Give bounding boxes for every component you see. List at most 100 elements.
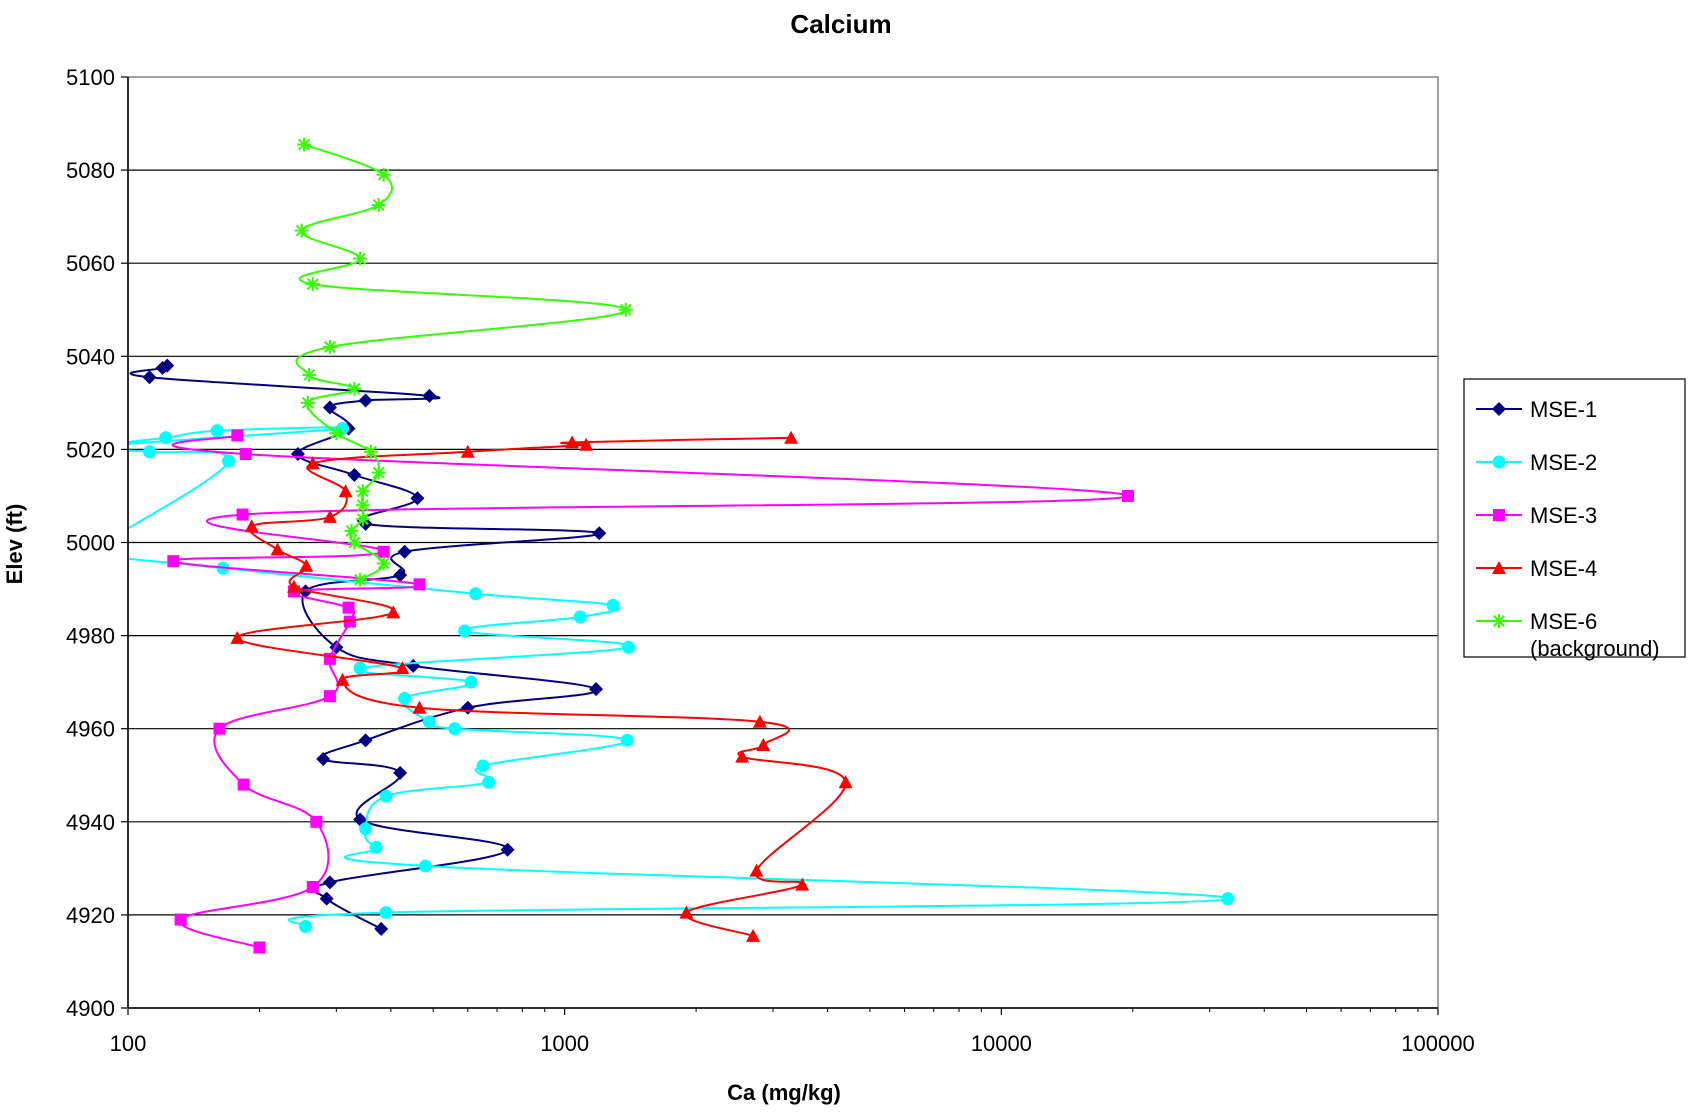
data-point-mse-6 bbox=[297, 137, 312, 152]
data-point-mse-1 bbox=[322, 400, 337, 415]
data-point-mse-1 bbox=[410, 491, 425, 506]
series-mse-2 bbox=[114, 421, 1235, 934]
x-tick-label: 100 bbox=[110, 1031, 147, 1056]
data-point-mse-4 bbox=[287, 579, 302, 593]
data-point-mse-1 bbox=[298, 584, 313, 599]
x-axis-title: Ca (mg/kg) bbox=[727, 1080, 841, 1105]
y-tick-label: 4940 bbox=[66, 810, 115, 835]
data-point-mse-4 bbox=[784, 430, 799, 444]
data-point-mse-4 bbox=[412, 700, 427, 714]
gridlines bbox=[128, 169, 1438, 916]
data-point-mse-6 bbox=[344, 523, 359, 538]
data-point-mse-1 bbox=[393, 568, 408, 583]
data-point-mse-4 bbox=[735, 749, 750, 763]
star-stroke bbox=[345, 524, 358, 537]
data-point-mse-6 bbox=[355, 512, 370, 527]
y-tick-label: 5100 bbox=[66, 65, 115, 90]
data-point-mse-1 bbox=[347, 468, 362, 483]
data-point-mse-3 bbox=[239, 448, 252, 461]
legend-label-line: MSE-4 bbox=[1530, 556, 1597, 581]
data-point-mse-3 bbox=[213, 722, 226, 735]
data-point-mse-2 bbox=[210, 424, 224, 438]
data-point-mse-3 bbox=[253, 941, 266, 954]
data-point-mse-4 bbox=[322, 509, 337, 523]
series-layer bbox=[114, 137, 1235, 954]
data-point-mse-4 bbox=[752, 714, 767, 728]
chart-title: Calcium bbox=[790, 9, 891, 39]
data-point-mse-3 bbox=[174, 913, 187, 926]
data-point-mse-2 bbox=[142, 445, 156, 459]
data-point-mse-1 bbox=[316, 751, 331, 766]
x-tick-label: 10000 bbox=[971, 1031, 1032, 1056]
legend-marker-mse-1 bbox=[1492, 402, 1506, 416]
y-tick-label: 5080 bbox=[66, 158, 115, 183]
plot-frame bbox=[121, 76, 1439, 1015]
data-point-mse-1 bbox=[319, 891, 334, 906]
data-point-mse-2 bbox=[222, 454, 236, 468]
data-point-mse-1 bbox=[358, 393, 373, 408]
data-point-mse-2 bbox=[573, 610, 587, 624]
star-stroke bbox=[354, 573, 367, 586]
legend-marker-mse-4 bbox=[1492, 561, 1506, 574]
star-stroke bbox=[348, 536, 361, 549]
data-point-mse-6 bbox=[363, 444, 378, 459]
data-point-mse-6 bbox=[355, 484, 370, 499]
data-point-mse-6 bbox=[353, 572, 368, 587]
data-point-mse-1 bbox=[406, 658, 421, 673]
data-point-mse-3 bbox=[236, 508, 249, 521]
star-stroke bbox=[372, 466, 385, 479]
star-stroke bbox=[330, 427, 343, 440]
star-stroke bbox=[323, 341, 336, 353]
data-point-mse-2 bbox=[1221, 892, 1235, 906]
star-stroke bbox=[377, 168, 390, 181]
data-point-mse-2 bbox=[114, 527, 127, 540]
x-tick-label: 1000 bbox=[540, 1031, 589, 1056]
data-point-mse-4 bbox=[230, 630, 245, 644]
legend-label-line: MSE-1 bbox=[1530, 397, 1597, 422]
star-stroke bbox=[301, 396, 314, 409]
data-point-mse-6 bbox=[371, 198, 386, 213]
data-point-mse-6 bbox=[300, 395, 315, 410]
data-point-mse-4 bbox=[746, 928, 761, 942]
data-point-mse-2 bbox=[398, 691, 412, 705]
y-tick-label: 5020 bbox=[66, 437, 115, 462]
data-point-mse-6 bbox=[376, 167, 391, 182]
data-point-mse-6 bbox=[376, 556, 391, 571]
data-point-mse-2 bbox=[379, 789, 393, 803]
tick-labels: 4900 4920 4940 4960 4980 5000 5020 5040 5060 5080… bbox=[66, 65, 1475, 1056]
star-stroke bbox=[354, 252, 367, 265]
y-tick-label: 5000 bbox=[66, 531, 115, 556]
data-point-mse-2 bbox=[336, 421, 350, 435]
data-point-mse-2 bbox=[299, 920, 313, 934]
data-point-mse-1 bbox=[155, 360, 170, 375]
data-point-mse-4 bbox=[305, 456, 320, 470]
y-tick-label: 4980 bbox=[66, 624, 115, 649]
x-tick-label: 100000 bbox=[1401, 1031, 1474, 1056]
data-point-mse-2 bbox=[369, 840, 383, 854]
data-point-mse-6 bbox=[353, 251, 368, 266]
y-tick-label: 4960 bbox=[66, 717, 115, 742]
data-point-mse-1 bbox=[322, 875, 337, 890]
data-point-mse-2 bbox=[469, 587, 483, 601]
data-point-mse-4 bbox=[579, 437, 594, 451]
data-point-mse-4 bbox=[244, 519, 259, 533]
y-tick-label: 4920 bbox=[66, 903, 115, 928]
star-stroke bbox=[1493, 615, 1505, 627]
data-point-mse-4 bbox=[679, 905, 694, 919]
data-point-mse-1 bbox=[358, 733, 373, 748]
legend-label-line: MSE-2 bbox=[1530, 450, 1597, 475]
data-point-mse-1 bbox=[592, 526, 607, 541]
y-tick-label: 5060 bbox=[66, 251, 115, 276]
series-line-mse-6 bbox=[295, 143, 627, 581]
data-point-mse-6 bbox=[329, 426, 344, 441]
data-point-mse-3 bbox=[237, 778, 250, 791]
legend-label-mse-2: MSE-2 bbox=[1530, 450, 1597, 475]
star-stroke bbox=[356, 499, 369, 512]
data-point-mse-2 bbox=[621, 640, 635, 654]
series-mse-1 bbox=[129, 358, 607, 936]
data-point-mse-1 bbox=[393, 765, 408, 780]
star-stroke bbox=[303, 368, 316, 381]
star-stroke bbox=[619, 303, 632, 316]
